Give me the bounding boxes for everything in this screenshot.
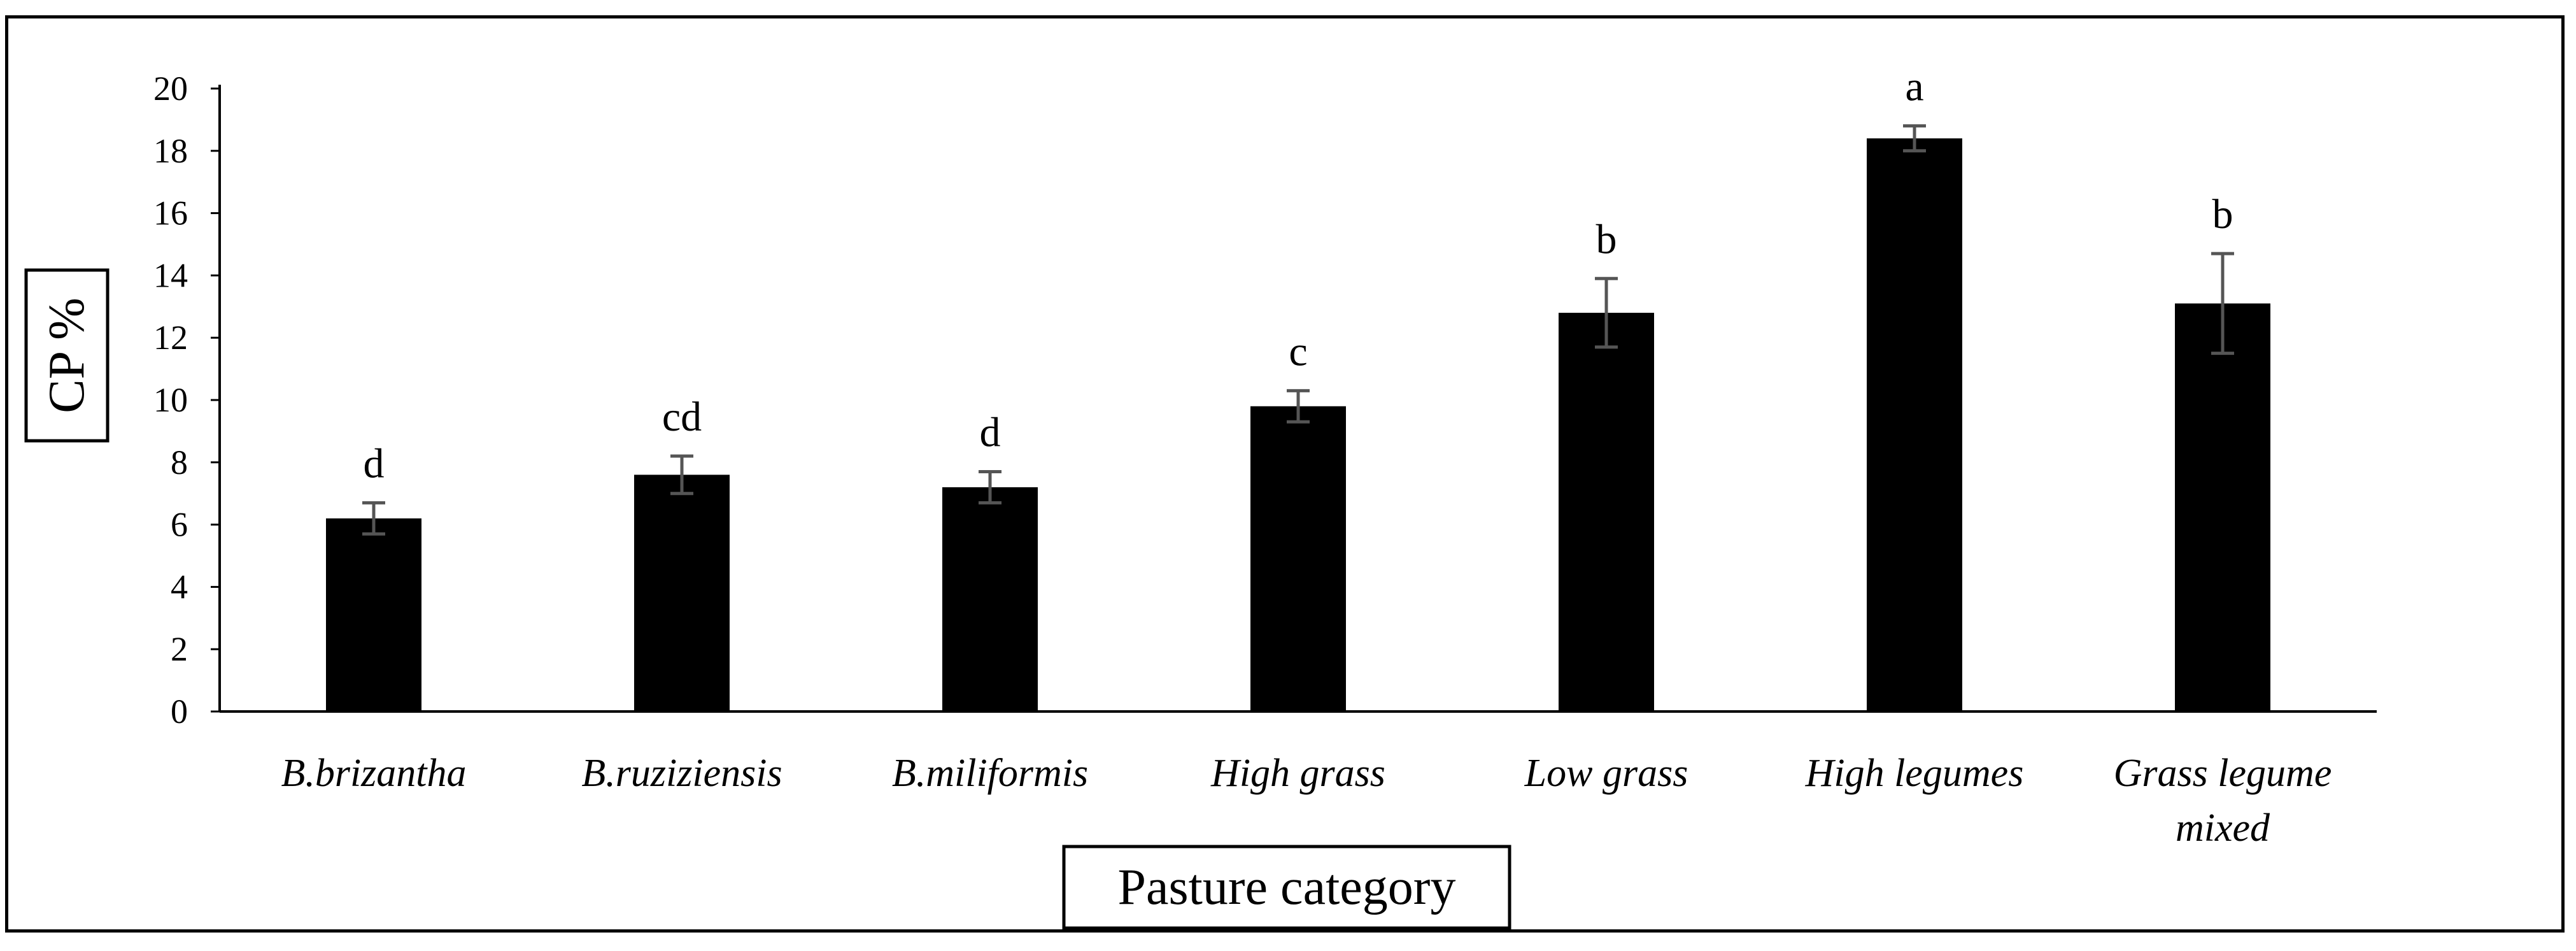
y-tick-label: 16 (153, 194, 188, 232)
y-axis-title-box (24, 268, 110, 443)
y-tick-label: 0 (171, 692, 188, 731)
significance-label: b (1596, 216, 1617, 262)
x-tick-label: B.ruziziensis (581, 752, 782, 795)
significance-label: cd (662, 394, 702, 440)
y-tick-label: 12 (153, 318, 188, 357)
significance-label: b (2212, 191, 2233, 238)
significance-label: a (1905, 64, 1923, 110)
x-tick-label: Low grass (1524, 752, 1688, 795)
x-tick-label: mixed (2176, 806, 2270, 850)
y-tick-label: 18 (153, 132, 188, 170)
bar (634, 475, 730, 711)
significance-label: d (364, 440, 385, 487)
bar (1867, 138, 1962, 712)
y-tick-label: 20 (153, 69, 188, 108)
bar (1250, 406, 1346, 711)
y-tick-label: 6 (171, 506, 188, 544)
bar (326, 518, 421, 711)
x-axis-title: Pasture category (1118, 859, 1456, 915)
significance-label: c (1289, 328, 1307, 375)
y-tick-label: 10 (153, 381, 188, 419)
y-tick-label: 4 (171, 568, 188, 606)
bar (942, 487, 1038, 711)
y-tick-label: 2 (171, 630, 188, 668)
bar (1559, 313, 1654, 712)
chart-frame: 0 2 4 6 8 10 12 14 16 18 20 d B.brizantha cd B.ruzizie… (5, 15, 2565, 933)
bar-chart: 02468101214161820dB.brizanthacdB.ruzizie… (24, 64, 2377, 930)
x-tick-label: High grass (1210, 752, 1385, 795)
x-axis-title-box (1062, 845, 1511, 930)
x-tick-label: Grass legume (2114, 752, 2332, 795)
y-tick-label: 14 (153, 256, 188, 294)
significance-label: d (980, 409, 1001, 455)
x-tick-label: B.brizantha (281, 752, 466, 795)
y-axis-title: CP % (39, 297, 95, 413)
bar (2175, 303, 2270, 711)
x-tick-label: B.miliformis (892, 752, 1088, 795)
x-tick-label: High legumes (1805, 752, 2024, 795)
y-tick-label: 8 (171, 443, 188, 482)
